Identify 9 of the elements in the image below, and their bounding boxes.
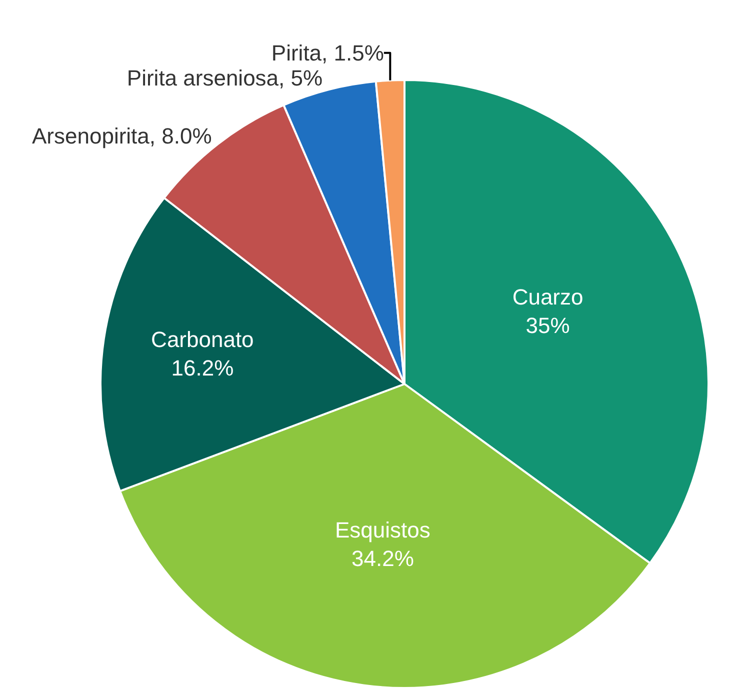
slice-label: Arsenopirita, 8.0% <box>32 124 212 149</box>
data-label: 34.2% <box>352 546 414 572</box>
slice-label: Pirita arseniosa, 5% <box>126 65 323 90</box>
slice-label: Esquistos <box>335 517 430 542</box>
slice-label: Carbonato <box>151 326 254 352</box>
slice-label: Cuarzo <box>512 284 584 310</box>
data-label: 16.2% <box>171 355 234 380</box>
data-label: 35% <box>526 312 570 338</box>
slice-label: Pirita, 1.5% <box>271 40 384 66</box>
